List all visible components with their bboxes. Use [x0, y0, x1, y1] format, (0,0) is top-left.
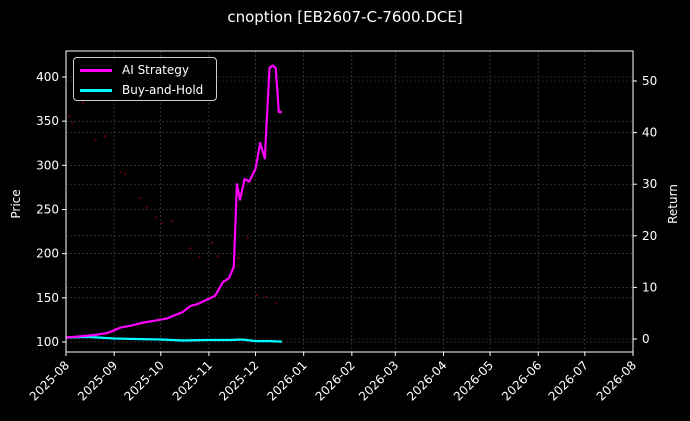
chart-legend: AI Strategy Buy-and-Hold [73, 57, 217, 101]
right-tick-label: 30 [642, 177, 657, 191]
ai-strategy-swatch [80, 68, 112, 72]
x-tick-label: 2025-11 [170, 358, 215, 403]
plot-frame [65, 50, 634, 353]
left-tick-label: 300 [36, 158, 59, 172]
left-axis-label: Price [9, 189, 23, 218]
x-tick-label: 2025-09 [75, 358, 120, 403]
x-tick-label: 2026-01 [264, 358, 309, 403]
right-tick-label: 40 [642, 126, 657, 140]
ai-strategy-line [65, 64, 282, 339]
x-tick-label: 2025-08 [27, 358, 72, 403]
right-tick-label: 20 [642, 229, 657, 243]
legend-item-buy-and-hold: Buy-and-Hold [80, 80, 216, 100]
left-tick-label: 100 [36, 335, 59, 349]
left-tick-label: 150 [36, 291, 59, 305]
x-tick-label: 2026-03 [356, 358, 401, 403]
left-tick-label: 200 [36, 247, 59, 261]
legend-item-ai-strategy: AI Strategy [80, 60, 216, 80]
x-tick-label: 2026-05 [451, 358, 496, 403]
right-tick-label: 10 [642, 280, 657, 294]
chart-title: cnoption [EB2607-C-7600.DCE] [227, 8, 463, 26]
price-scatter [67, 101, 277, 305]
x-tick-label: 2026-08 [594, 358, 639, 403]
x-tick-label: 2026-04 [404, 358, 449, 403]
right-axis-label: Return [666, 184, 680, 224]
x-tick-label: 2025-10 [122, 358, 167, 403]
buy-and-hold-line [65, 335, 282, 343]
right-tick-label: 0 [642, 332, 650, 346]
x-tick-label: 2025-12 [216, 358, 261, 403]
legend-label: AI Strategy [122, 63, 189, 77]
x-tick-label: 2026-07 [546, 358, 591, 403]
axis-ticks: 2025-08 2025-09 2025-10 2025-11 2025-12 2026-… [27, 70, 658, 404]
x-tick-label: 2026-06 [499, 358, 544, 403]
grid-lines [66, 51, 633, 352]
left-tick-label: 250 [36, 203, 59, 217]
series-lines [65, 64, 282, 343]
x-tick-label: 2026-02 [313, 358, 358, 403]
left-tick-label: 350 [36, 114, 59, 128]
left-tick-label: 400 [36, 70, 59, 84]
buy-and-hold-swatch [80, 88, 112, 92]
right-tick-label: 50 [642, 74, 657, 88]
legend-label: Buy-and-Hold [122, 83, 204, 97]
